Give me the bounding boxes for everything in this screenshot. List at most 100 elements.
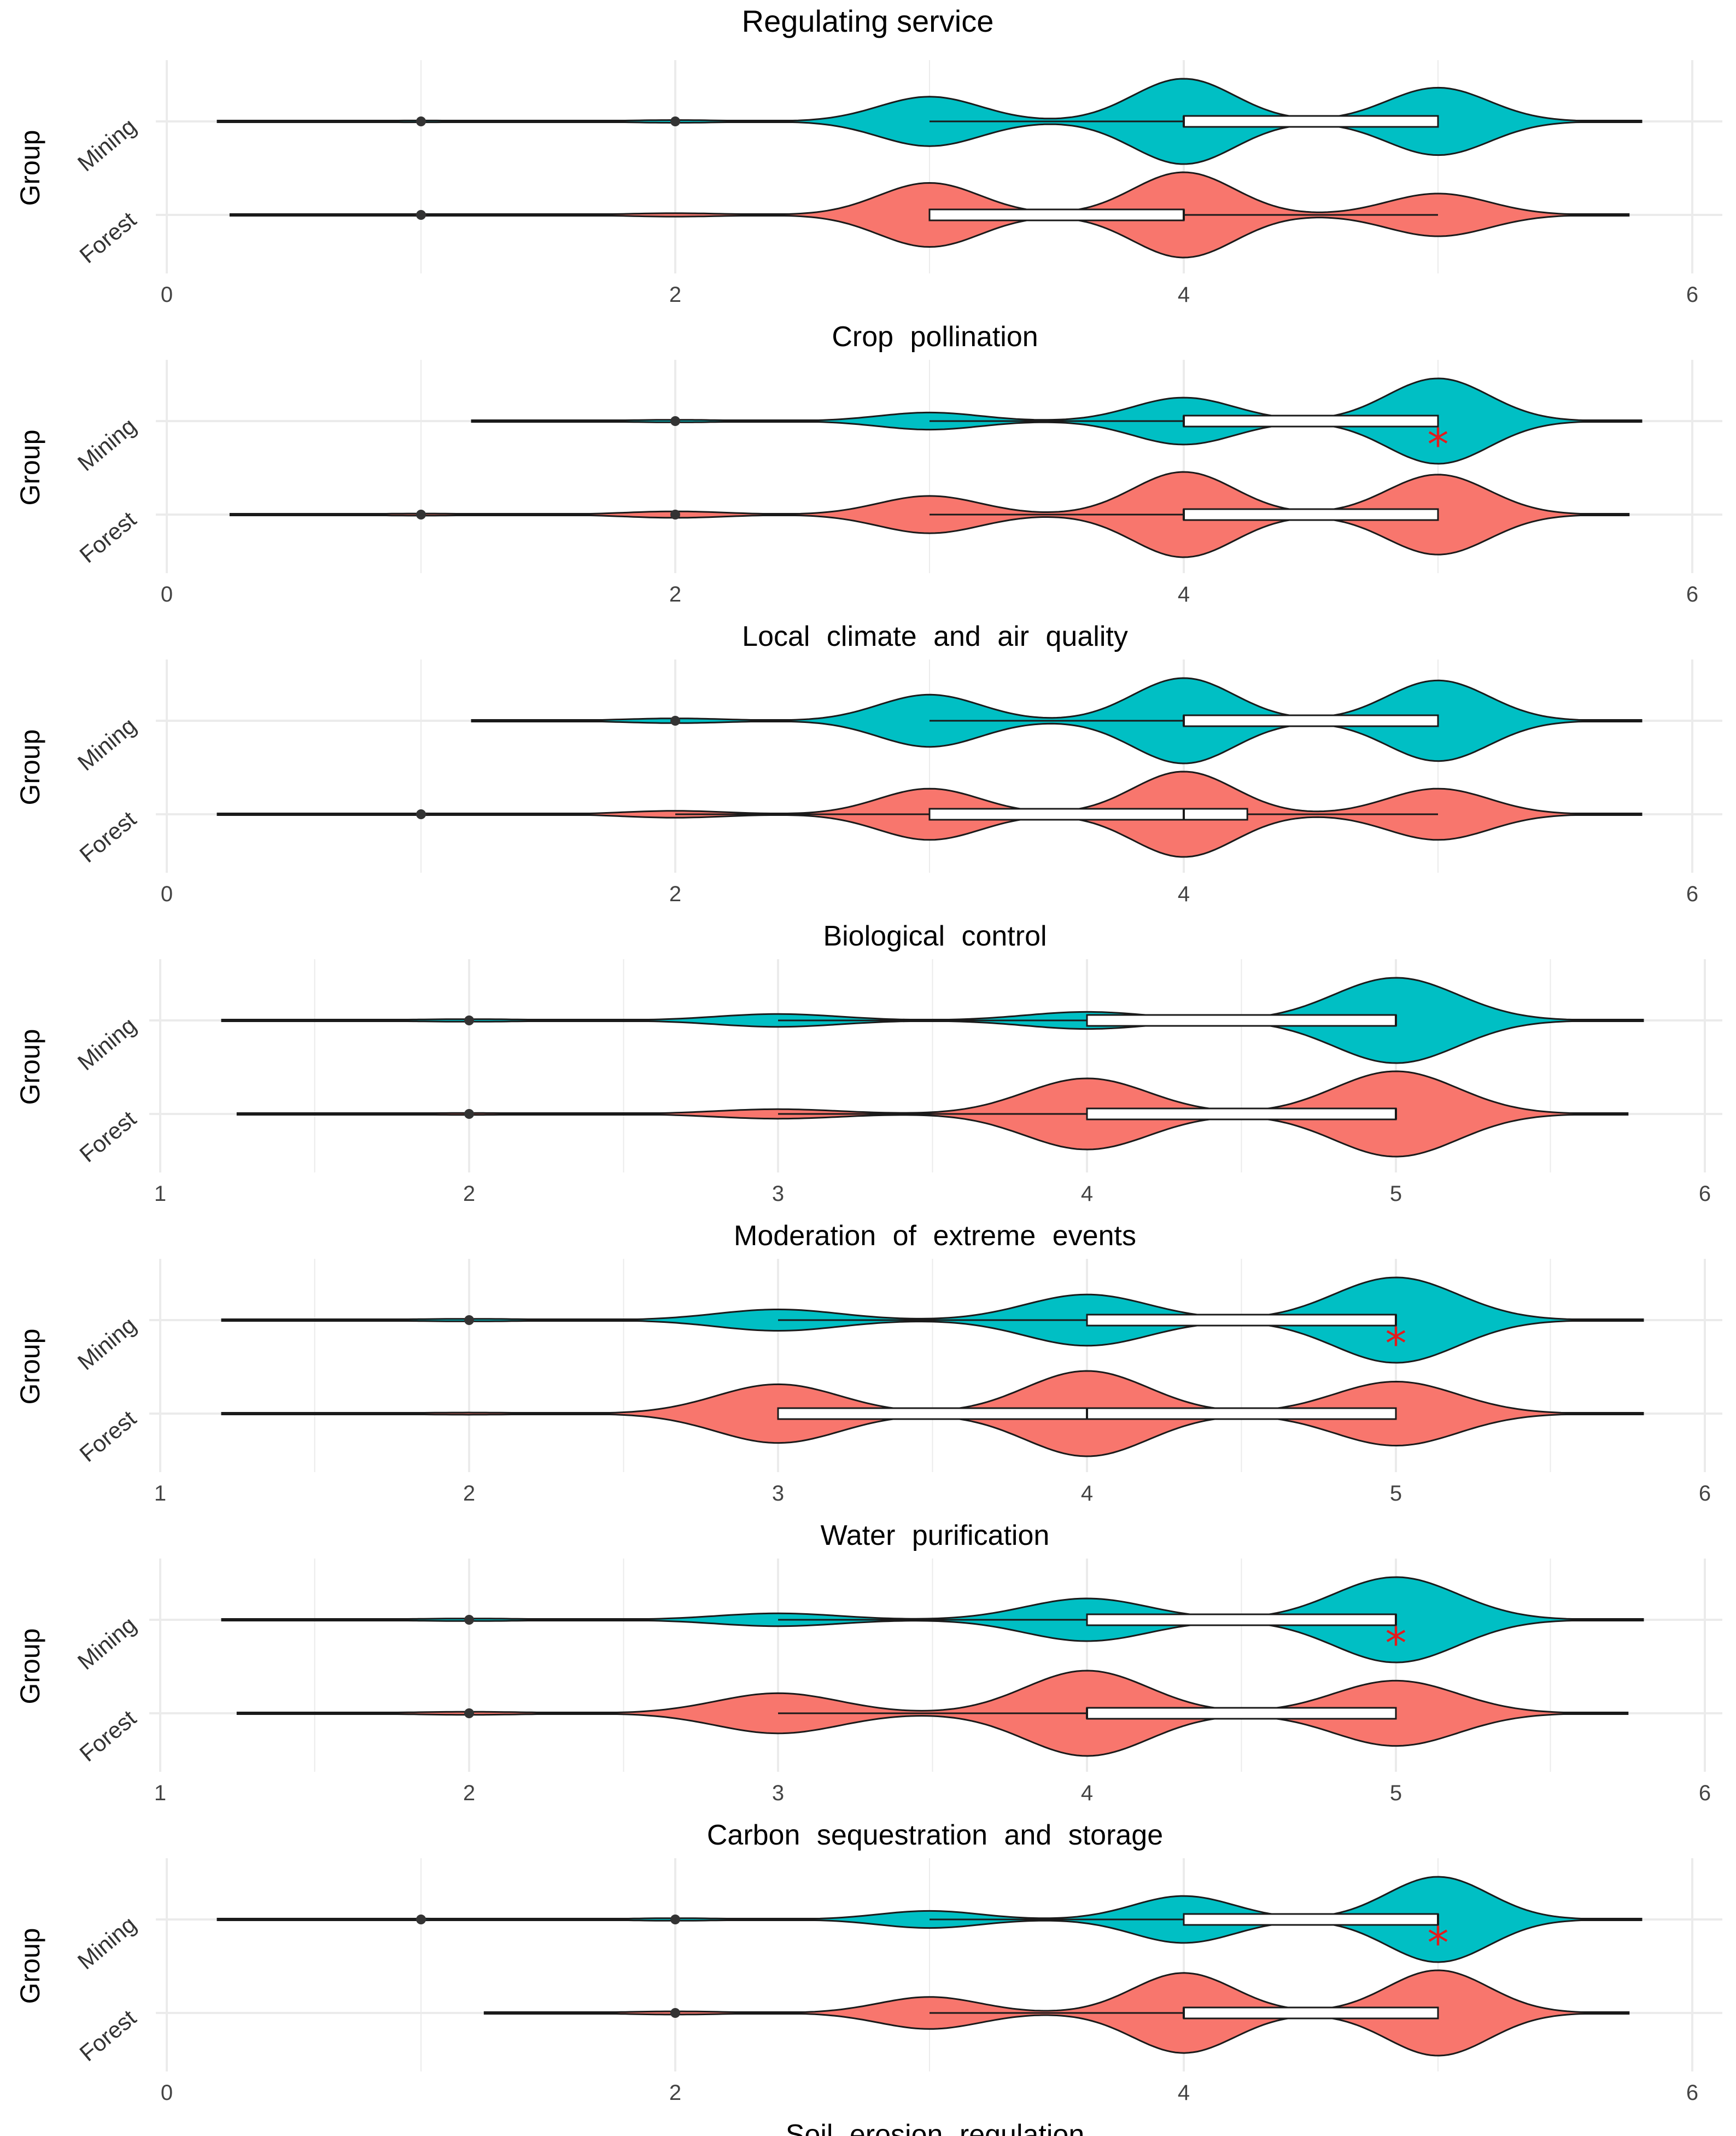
box <box>1086 1707 1397 1720</box>
x-tick-label: 6 <box>1686 283 1698 307</box>
outlier-point <box>670 510 680 520</box>
x-tick-label: 3 <box>772 1481 784 1505</box>
outlier-point <box>670 416 680 426</box>
outlier-point <box>464 1109 474 1119</box>
x-tick-label: 0 <box>161 2081 173 2105</box>
category-label: Mining <box>73 1612 141 1675</box>
x-tick-label: 6 <box>1699 1481 1711 1505</box>
category-label: Forest <box>74 506 141 568</box>
outlier-point <box>464 1615 474 1625</box>
x-axis-label: Water purification <box>821 1520 1050 1551</box>
y-axis-label: Group <box>15 1629 45 1705</box>
x-tick-label: 3 <box>772 1182 784 1206</box>
x-tick-label: 5 <box>1390 1481 1402 1505</box>
box <box>1183 115 1439 128</box>
outlier-point <box>416 510 426 520</box>
outlier-point <box>416 1915 426 1924</box>
x-tick-label: 1 <box>154 1182 166 1206</box>
outlier-point <box>670 2008 680 2018</box>
x-axis-label: Carbon sequestration and storage <box>707 1819 1163 1851</box>
x-tick-label: 5 <box>1390 1182 1402 1206</box>
x-tick-label: 2 <box>463 1781 475 1805</box>
y-axis-label: Group <box>15 729 45 806</box>
box <box>1086 1107 1397 1120</box>
x-tick-label: 4 <box>1178 882 1190 906</box>
x-axis-label: Crop pollination <box>832 321 1038 353</box>
x-tick-label: 0 <box>161 882 173 906</box>
category-label: Mining <box>73 1911 141 1975</box>
category-label: Mining <box>73 1012 141 1076</box>
y-axis-label: Group <box>15 1928 45 2004</box>
x-tick-label: 3 <box>772 1781 784 1805</box>
panel-3: 0 2 4 6 Biological control Group Mining Forest <box>15 660 1722 952</box>
box <box>928 808 1248 821</box>
x-tick-label: 5 <box>1390 1781 1402 1805</box>
x-tick-label: 4 <box>1178 2081 1190 2105</box>
box <box>1183 2006 1439 2020</box>
box <box>1183 1913 1439 1926</box>
category-label: Forest <box>74 1405 141 1467</box>
significance-star: * <box>1428 1919 1449 1968</box>
box <box>1086 1613 1397 1626</box>
outlier-point <box>464 1315 474 1325</box>
outlier-point <box>464 1016 474 1025</box>
x-tick-label: 2 <box>463 1182 475 1206</box>
figure-title: Regulating service <box>742 4 994 38</box>
category-label: Mining <box>73 1312 141 1375</box>
x-tick-label: 6 <box>1686 2081 1698 2105</box>
x-tick-label: 4 <box>1081 1182 1093 1206</box>
panel-1: 0 2 4 6 Crop pollination Group Mining Forest <box>15 60 1722 353</box>
box <box>1183 508 1439 521</box>
x-tick-label: 2 <box>669 283 681 307</box>
outlier-point <box>670 116 680 126</box>
x-tick-label: 1 <box>154 1481 166 1505</box>
outlier-point <box>416 210 426 220</box>
x-axis-label: Local climate and air quality <box>742 621 1128 652</box>
x-tick-label: 2 <box>669 882 681 906</box>
x-tick-label: 6 <box>1686 582 1698 606</box>
category-label: Forest <box>74 806 141 868</box>
x-axis-label: Soil erosion regulation <box>786 2119 1085 2136</box>
outlier-point <box>670 716 680 726</box>
category-label: Forest <box>74 2005 141 2067</box>
outlier-point <box>416 116 426 126</box>
panel-2: 0 2 4 6 Local climate and air quality Group Mi… <box>15 360 1722 652</box>
x-tick-label: 4 <box>1081 1781 1093 1805</box>
category-label: Mining <box>73 713 141 776</box>
x-tick-label: 2 <box>463 1481 475 1505</box>
category-label: Mining <box>73 413 141 476</box>
significance-star: * <box>1386 1320 1407 1369</box>
box <box>1086 1314 1397 1327</box>
x-tick-label: 6 <box>1699 1781 1711 1805</box>
x-tick-label: 4 <box>1081 1481 1093 1505</box>
x-tick-label: 2 <box>669 2081 681 2105</box>
panel-7: 0 2 4 6 Soil erosion regulation Group Mining Fo… <box>15 1858 1722 2136</box>
y-axis-label: Group <box>15 130 45 206</box>
x-tick-label: 2 <box>669 582 681 606</box>
x-tick-label: 4 <box>1178 582 1190 606</box>
x-axis-label: Biological control <box>823 920 1047 952</box>
panel-4: 1 2 3 4 5 6 Moderation of extreme events Group M… <box>15 959 1722 1252</box>
outlier-point <box>670 1915 680 1924</box>
panel-5: 1 2 3 4 5 6 Water purification Group Mining Fores… <box>15 1259 1722 1551</box>
y-axis-label: Group <box>15 1329 45 1405</box>
significance-star: * <box>1386 1619 1407 1668</box>
box <box>1183 714 1439 727</box>
x-tick-label: 0 <box>161 582 173 606</box>
category-label: Forest <box>74 1106 141 1168</box>
y-axis-label: Group <box>15 1029 45 1105</box>
box <box>1183 415 1439 428</box>
x-tick-label: 6 <box>1699 1182 1711 1206</box>
x-tick-label: 6 <box>1686 882 1698 906</box>
y-axis-label: Group <box>15 430 45 506</box>
outlier-point <box>464 1708 474 1718</box>
box <box>1086 1014 1397 1027</box>
category-label: Forest <box>74 207 141 269</box>
panel-6: 1 2 3 4 5 6 Carbon sequestration and storage Gr… <box>15 1559 1722 1851</box>
box <box>928 208 1185 221</box>
panels: 0 2 4 6 Crop pollination Group Mining Forest 0 2 4… <box>15 60 1722 2136</box>
x-tick-label: 0 <box>161 283 173 307</box>
outlier-point <box>416 809 426 819</box>
x-tick-label: 1 <box>154 1781 166 1805</box>
